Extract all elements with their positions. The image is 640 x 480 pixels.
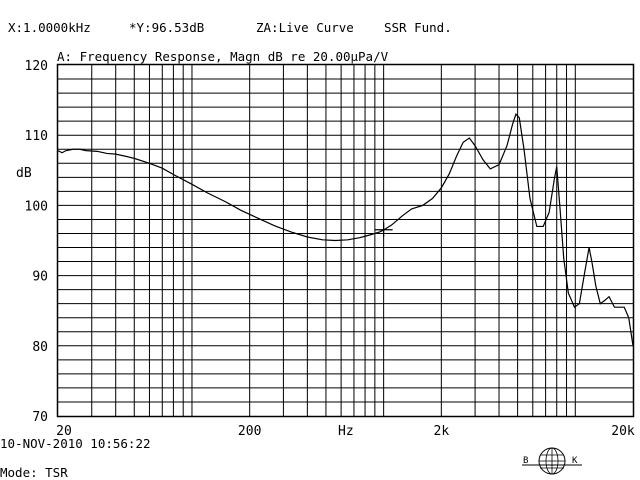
x-tick-label: 20 xyxy=(56,424,72,439)
x-cursor-readout: X:1.0000kHz xyxy=(8,20,91,35)
cursor-marker xyxy=(374,222,393,237)
series-line-0 xyxy=(57,112,634,346)
y-axis-ticks: 70 80 90 100 110 120 xyxy=(25,59,48,425)
plot-frame xyxy=(56,63,635,418)
y-tick-label: 70 xyxy=(32,410,48,425)
logo-letter-k: K xyxy=(572,456,578,466)
grid xyxy=(58,65,633,416)
x-tick-label: 200 xyxy=(238,424,261,439)
zone-label: ZA:Live Curve xyxy=(256,20,354,35)
x-tick-label: 20k xyxy=(611,424,635,439)
y-tick-label: 80 xyxy=(32,340,48,355)
y-axis-label: dB xyxy=(16,166,32,181)
logo-letter-b: B xyxy=(523,456,528,466)
y-tick-label: 110 xyxy=(25,129,48,144)
y-tick-label: 100 xyxy=(25,199,48,214)
analysis-mode-label: SSR Fund. xyxy=(384,20,452,35)
mode-label: Mode: TSR xyxy=(0,465,68,480)
y-tick-label: 120 xyxy=(25,59,48,74)
x-axis-label: Hz xyxy=(338,424,354,439)
y-cursor-readout: *Y:96.53dB xyxy=(129,20,205,35)
y-tick-label: 90 xyxy=(32,270,48,285)
chart-title: A: Frequency Response, Magn dB re 20.00µ… xyxy=(57,49,389,64)
bk-logo-icon: B K xyxy=(522,447,582,475)
x-axis-ticks: 20 200 2k 20k xyxy=(56,424,635,439)
timestamp: 10-NOV-2010 10:56:22 xyxy=(0,436,151,451)
x-tick-label: 2k xyxy=(434,424,450,439)
